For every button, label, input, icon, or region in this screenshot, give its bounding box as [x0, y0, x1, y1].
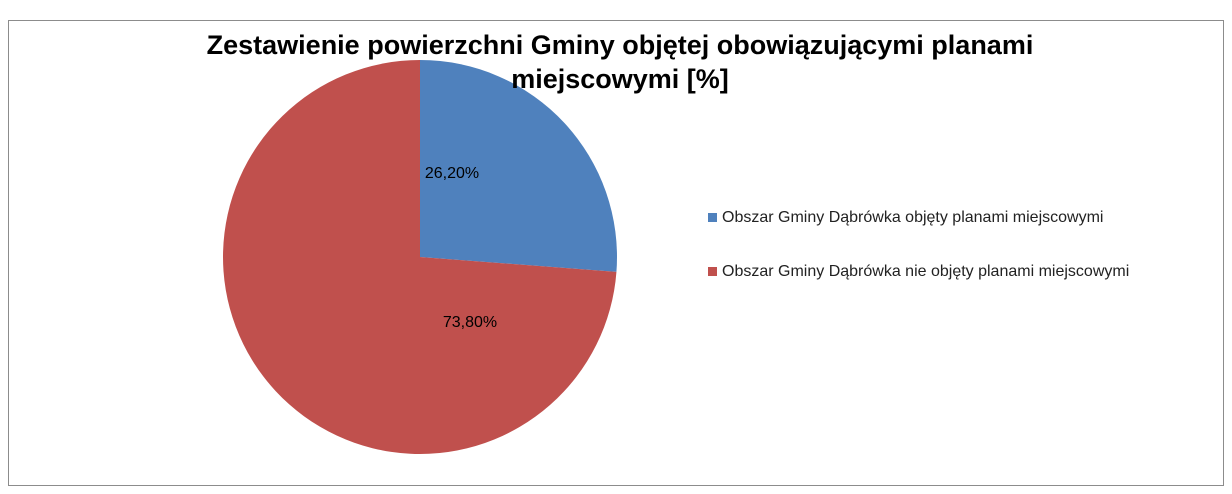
legend-label: Obszar Gminy Dąbrówka objęty planami mie…	[722, 209, 1104, 226]
data-label: 73,80%	[443, 314, 497, 331]
legend-swatch	[708, 213, 717, 222]
pie-slice	[222, 60, 617, 455]
pie-slice	[420, 60, 617, 272]
legend-label: Obszar Gminy Dąbrówka nie objęty planami…	[722, 263, 1130, 280]
data-label: 26,20%	[425, 165, 479, 182]
chart-title: Zestawienie powierzchni Gminy objętej ob…	[206, 30, 1034, 94]
legend-entry: Obszar Gminy Dąbrówka nie objęty planami…	[708, 261, 1138, 282]
legend-entry: Obszar Gminy Dąbrówka objęty planami mie…	[708, 207, 1138, 228]
legend-swatch	[708, 267, 717, 276]
